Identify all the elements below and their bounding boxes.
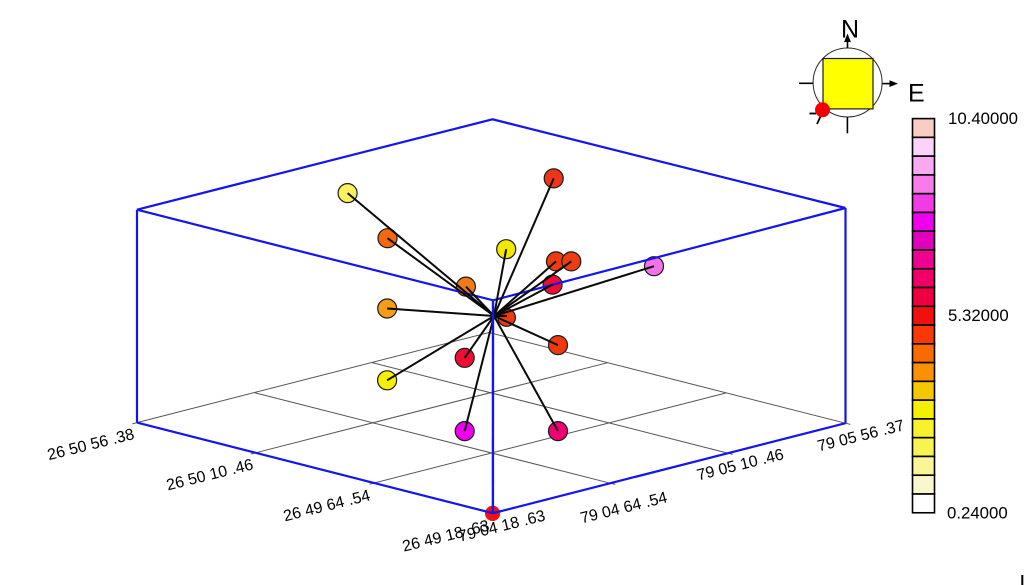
svg-text:10.40000: 10.40000 — [948, 109, 1018, 128]
svg-text:E: E — [908, 80, 925, 108]
svg-text:5.32000: 5.32000 — [948, 306, 1009, 325]
svg-text:0.24000: 0.24000 — [947, 504, 1008, 523]
svg-text:N: N — [841, 16, 859, 44]
